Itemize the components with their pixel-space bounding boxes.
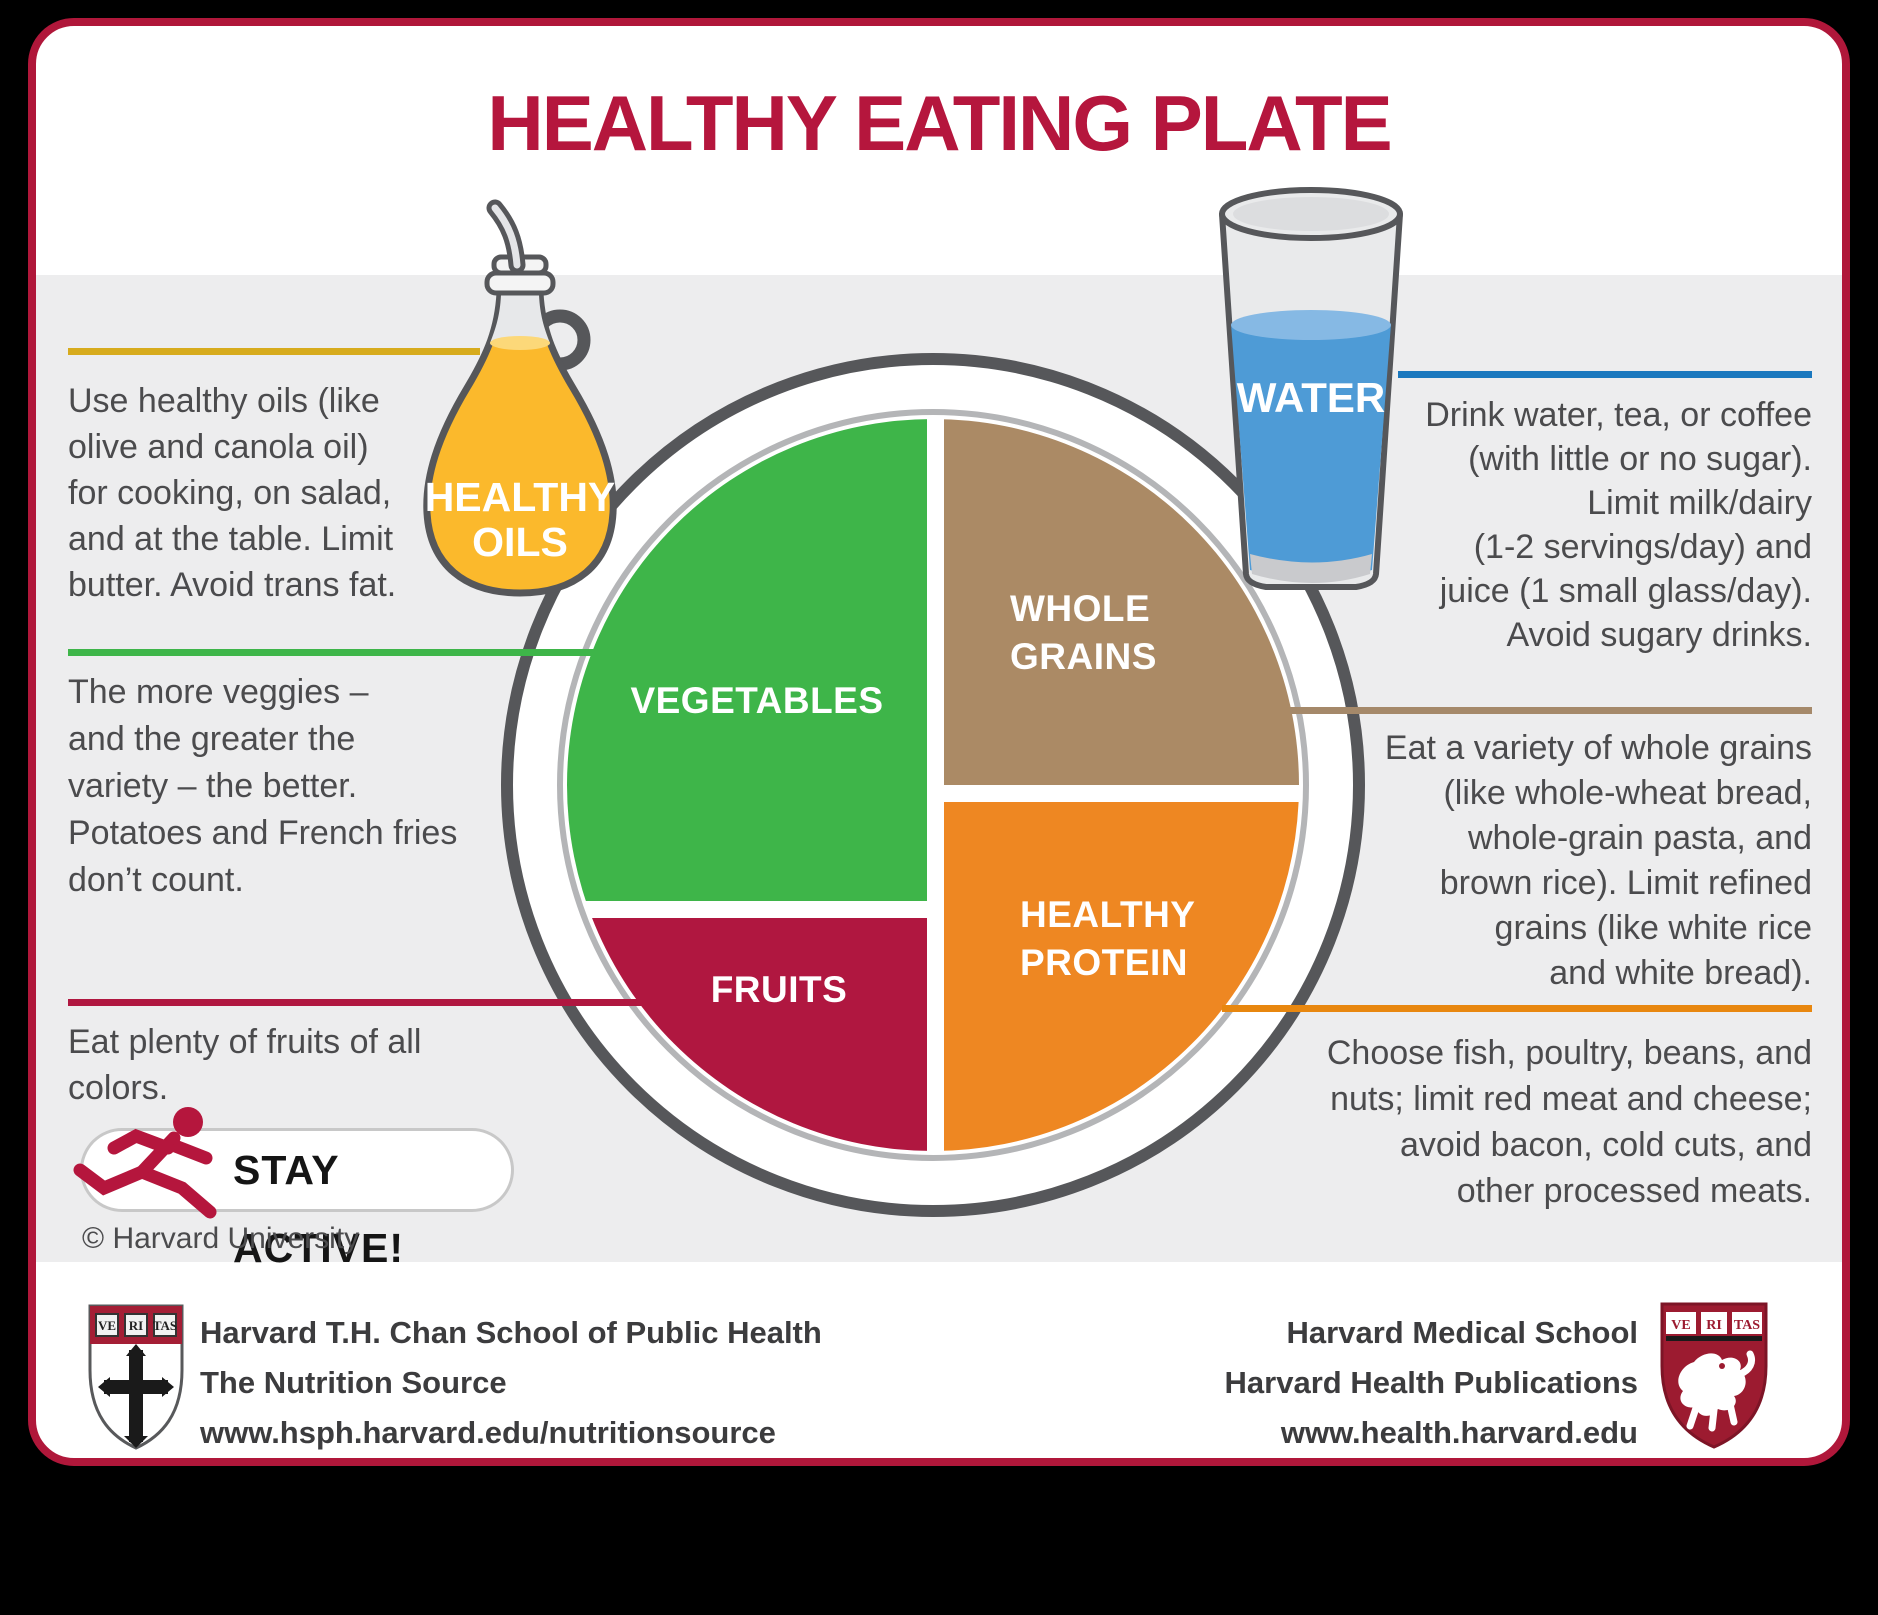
oils-pointer-line	[68, 348, 480, 355]
note-line: Limit milk/dairy	[1587, 484, 1812, 522]
note-line: colors.	[68, 1069, 169, 1107]
bottle-handle-hole	[550, 330, 570, 350]
shield-cross	[98, 1344, 174, 1448]
vegetables-pointer-line	[68, 649, 598, 656]
harvard-medical-shield-icon: VE RI TAS	[1660, 1302, 1768, 1449]
note-line: (1-2 servings/day) and	[1473, 528, 1812, 566]
whole-grains-pointer-line	[1290, 707, 1812, 714]
note-line: and white bread).	[1549, 954, 1812, 992]
note-line: and the greater the	[68, 720, 356, 758]
bottle-body	[423, 289, 617, 597]
whole-grains-note: Eat a variety of whole grains (like whol…	[1385, 726, 1812, 996]
water-note: Drink water, tea, or coffee (with little…	[1425, 393, 1812, 657]
page-title: HEALTHY EATING PLATE	[487, 79, 1392, 167]
runner-icon	[73, 1107, 217, 1219]
shield-motto-tas: TAS	[153, 1318, 177, 1333]
note-line: Eat plenty of fruits of all	[68, 1023, 422, 1061]
note-line: Use healthy oils (like	[68, 382, 380, 420]
footer-url: www.hsph.harvard.edu/nutritionsource	[200, 1415, 776, 1450]
protein-pointer-line	[1222, 1005, 1812, 1012]
lion-emblem	[1678, 1350, 1756, 1432]
shield-motto-tas: TAS	[1734, 1318, 1760, 1333]
footer-line: Harvard T.H. Chan School of Public Healt…	[200, 1315, 822, 1350]
whole-grains-label-line: WHOLE	[1010, 588, 1151, 629]
note-line: Avoid sugary drinks.	[1506, 616, 1812, 654]
protein-note: Choose fish, poultry, beans, and nuts; l…	[1327, 1030, 1812, 1214]
water-surface	[1231, 310, 1391, 340]
footer-line: The Nutrition Source	[200, 1365, 507, 1400]
protein-label-line: PROTEIN	[1020, 942, 1188, 983]
glass-rim-inner	[1233, 197, 1389, 231]
plate-inner-rim	[557, 409, 1309, 1161]
protein-label: HEALTHY PROTEIN	[1020, 891, 1195, 987]
shield-motto-ve: VE	[98, 1318, 116, 1333]
shield-motto-ri: RI	[129, 1318, 143, 1333]
note-line: Choose fish, poultry, beans, and	[1326, 1034, 1812, 1072]
note-line: other processed meats.	[1456, 1172, 1812, 1210]
note-line: whole-grain pasta, and	[1467, 819, 1812, 857]
water-pointer-line	[1398, 371, 1812, 378]
healthy-oils-note: Use healthy oils (like olive and canola …	[68, 378, 396, 608]
note-line: brown rice). Limit refined	[1439, 864, 1812, 902]
note-line: don’t count.	[68, 861, 244, 899]
shield-motto-ri: RI	[1706, 1318, 1722, 1333]
footer-left-text: Harvard T.H. Chan School of Public Healt…	[200, 1308, 822, 1458]
note-line: olive and canola oil)	[68, 428, 369, 466]
note-line: for cooking, on salad,	[68, 474, 392, 512]
note-line: The more veggies –	[68, 673, 369, 711]
whole-grains-label-line: GRAINS	[1010, 636, 1157, 677]
note-line: Drink water, tea, or coffee	[1425, 396, 1812, 434]
shield-motto-ve: VE	[1671, 1318, 1690, 1333]
oil-surface	[490, 336, 550, 350]
copyright-text: © Harvard University	[82, 1222, 360, 1255]
fruits-note: Eat plenty of fruits of all colors.	[68, 1019, 421, 1111]
vegetables-section	[567, 419, 927, 901]
note-line: (with little or no sugar).	[1468, 440, 1812, 478]
water-glass-illustration: WATER	[1219, 187, 1403, 590]
plate-food-area: VEGETABLES WHOLE GRAINS HEALTHY PROTEIN …	[567, 419, 1299, 1151]
note-line: and at the table. Limit	[68, 520, 394, 558]
water-fill	[1231, 324, 1391, 579]
note-line: grains (like white rice	[1494, 909, 1812, 947]
note-line: variety – the better.	[68, 767, 358, 805]
fruits-label: FRUITS	[710, 969, 848, 1010]
oil-bottle-illustration: HEALTHY OILS	[423, 199, 617, 597]
whole-grains-label: WHOLE GRAINS	[1010, 585, 1157, 681]
note-line: Potatoes and French fries	[68, 814, 458, 852]
note-line: (like whole-wheat bread,	[1443, 774, 1812, 812]
note-line: juice (1 small glass/day).	[1439, 572, 1812, 610]
protein-section	[944, 802, 1299, 1151]
oil-bottle-label-line: OILS	[472, 519, 568, 565]
oil-bottle-label-line: HEALTHY	[425, 474, 616, 520]
note-line: butter. Avoid trans fat.	[68, 566, 397, 604]
footer-right-text: Harvard Medical School Harvard Health Pu…	[1225, 1308, 1638, 1458]
note-line: avoid bacon, cold cuts, and	[1399, 1126, 1812, 1164]
vegetables-label: VEGETABLES	[630, 680, 884, 721]
protein-label-line: HEALTHY	[1020, 894, 1196, 935]
water-glass-label: WATER	[1237, 374, 1386, 421]
fruits-pointer-line	[68, 999, 644, 1006]
stay-active-label: STAY ACTIVE!	[233, 1147, 404, 1271]
fruits-section	[567, 918, 927, 1151]
harvard-shield-icon: VE RI TAS	[88, 1304, 184, 1450]
note-line: Eat a variety of whole grains	[1384, 729, 1812, 767]
plate-illustration: VEGETABLES WHOLE GRAINS HEALTHY PROTEIN …	[501, 353, 1365, 1217]
bottle-neck-glass	[490, 295, 550, 343]
note-line: nuts; limit red meat and cheese;	[1330, 1080, 1812, 1118]
footer-line: Harvard Medical School	[1286, 1315, 1638, 1350]
bottle-collar	[484, 270, 556, 296]
glass-base	[1250, 554, 1372, 583]
footer-line: Harvard Health Publications	[1224, 1365, 1638, 1400]
bottle-spout-highlight	[491, 204, 521, 269]
vegetables-note: The more veggies – and the greater the v…	[68, 669, 457, 904]
footer-url: www.health.harvard.edu	[1280, 1415, 1638, 1450]
